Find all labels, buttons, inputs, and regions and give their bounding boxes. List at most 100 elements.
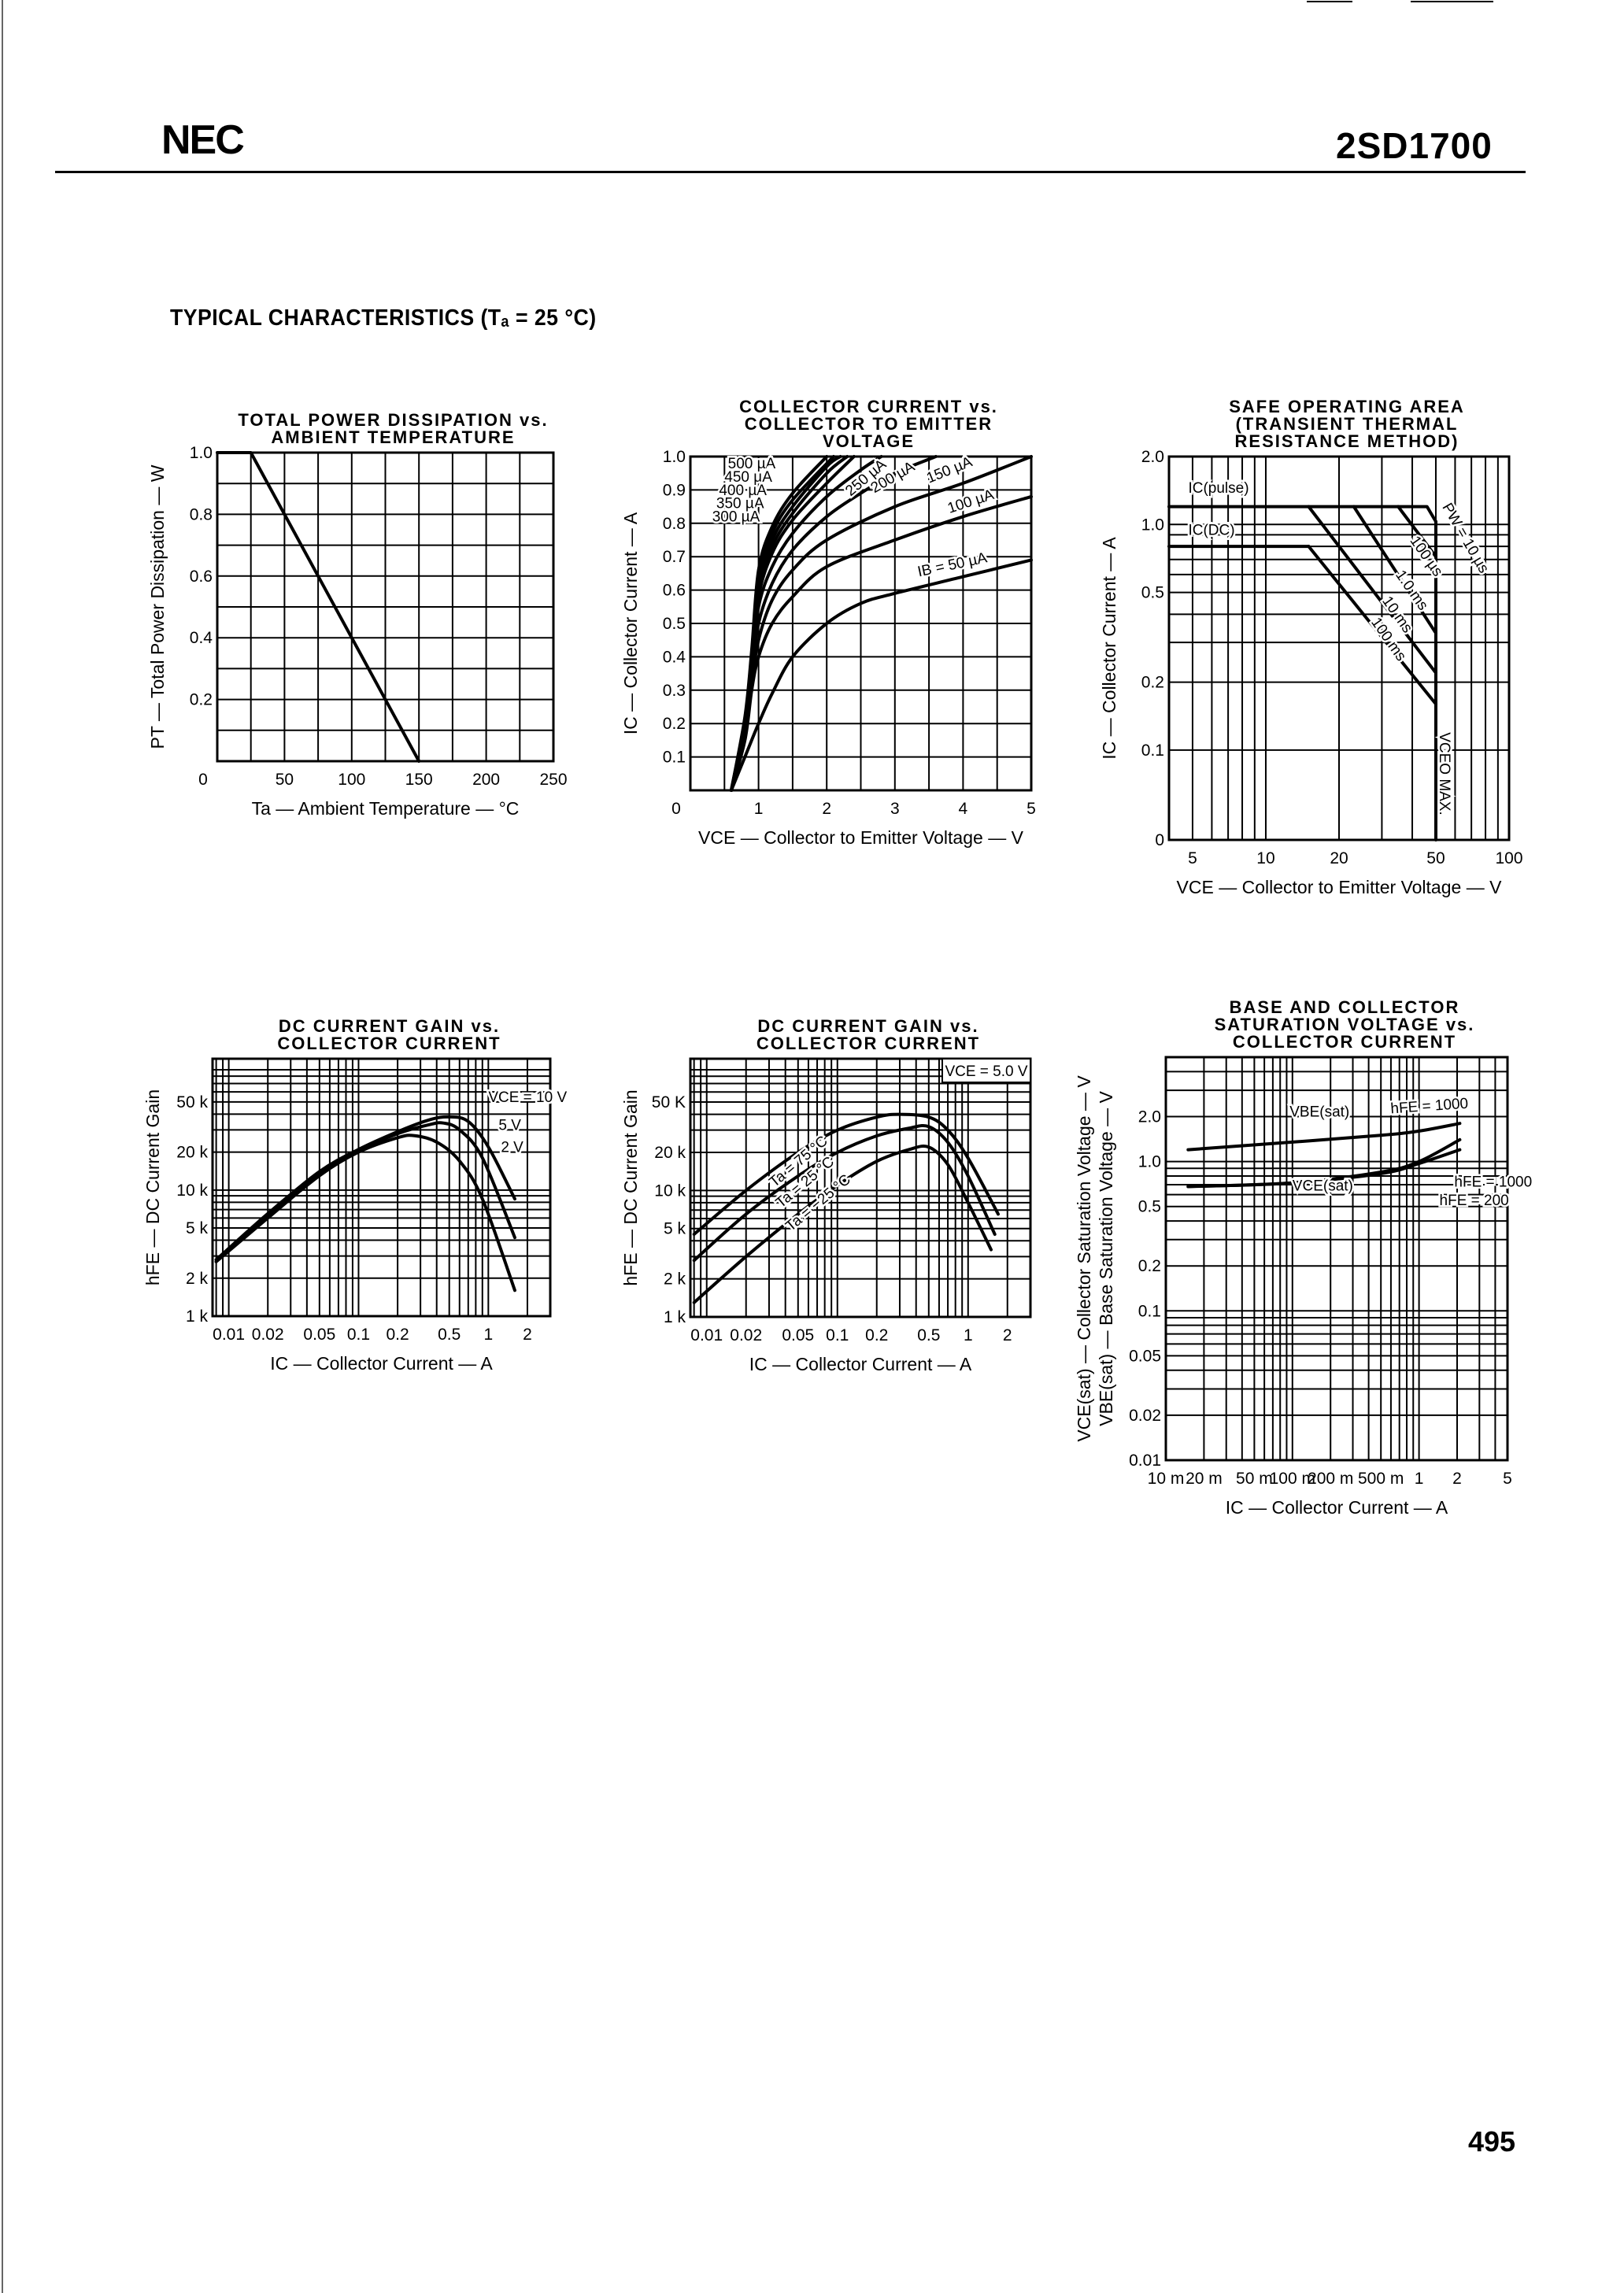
svg-text:VBE(sat): VBE(sat) (1289, 1104, 1349, 1120)
part-number: 2SD1700 (1336, 125, 1493, 166)
svg-text:2.0: 2.0 (1138, 1108, 1161, 1126)
series: VCE = 10 V5 V2 V (214, 1115, 516, 1293)
svg-text:TOTAL POWER DISSIPATION vs.: TOTAL POWER DISSIPATION vs. (238, 410, 548, 430)
svg-text:2 k: 2 k (664, 1270, 686, 1289)
svg-text:IC(pulse): IC(pulse) (1188, 480, 1249, 497)
top-edge-rule (1307, 1, 1352, 2)
svg-text:500 m: 500 m (1358, 1470, 1404, 1488)
chart-title: TOTAL POWER DISSIPATION vs.AMBIENT TEMPE… (238, 410, 548, 447)
y-axis-label: hFE — DC Current Gain (620, 1089, 641, 1285)
chart-title: SAFE OPERATING AREA(TRANSIENT THERMALRES… (1229, 397, 1465, 451)
x-tick-labels: 0 1 2 3 4 5 (671, 800, 1036, 818)
svg-text:0.05: 0.05 (1129, 1347, 1161, 1365)
svg-text:0.5: 0.5 (663, 615, 686, 633)
page-number: 495 (1468, 2125, 1516, 2158)
svg-text:0.2: 0.2 (386, 1326, 409, 1344)
chart-title: DC CURRENT GAIN vs.COLLECTOR CURRENT (277, 1016, 500, 1053)
series-line: 500 µA (730, 455, 829, 792)
series-line: 5 V (214, 1121, 516, 1262)
svg-text:0.2: 0.2 (1138, 1257, 1161, 1275)
grid (217, 453, 553, 761)
svg-text:hFE = 1000: hFE = 1000 (1454, 1174, 1532, 1190)
svg-text:50: 50 (276, 771, 294, 789)
svg-text:0.1: 0.1 (663, 749, 686, 767)
grid (690, 1059, 1030, 1317)
svg-text:SAFE OPERATING AREA: SAFE OPERATING AREA (1229, 397, 1465, 416)
svg-text:0.2: 0.2 (865, 1326, 888, 1344)
plot-frame (689, 1057, 1032, 1318)
svg-text:3: 3 (890, 800, 900, 818)
svg-text:10 k: 10 k (176, 1182, 208, 1200)
svg-text:5 k: 5 k (186, 1219, 209, 1237)
series-line: 1.0 ms (1352, 505, 1437, 635)
svg-text:0: 0 (1155, 831, 1164, 849)
svg-text:5 V: 5 V (498, 1117, 521, 1134)
svg-text:0.5: 0.5 (917, 1326, 940, 1344)
chart-hfe-vs-ic-vce: DC CURRENT GAIN vs.COLLECTOR CURRENT 0.01… (142, 1016, 569, 1374)
svg-text:200: 200 (472, 771, 500, 789)
series-line: 100 ms (1307, 545, 1437, 706)
top-edge-rule (1411, 1, 1493, 2)
annotations: VCE = 10 V 5 V 2 V (486, 1087, 569, 1158)
svg-text:1.0: 1.0 (190, 444, 213, 462)
series-line: PT (216, 451, 421, 763)
svg-text:1: 1 (1415, 1470, 1424, 1488)
chart-title: DC CURRENT GAIN vs.COLLECTOR CURRENT (757, 1016, 978, 1053)
svg-text:hFE = 200: hFE = 200 (1440, 1193, 1509, 1209)
condition-box (941, 1058, 1031, 1083)
svg-text:0.1: 0.1 (826, 1326, 849, 1344)
svg-text:IC(DC): IC(DC) (1188, 522, 1234, 538)
series: Ta = 75 °CTa = 25 °CTa = −25 °C (692, 1112, 1000, 1304)
svg-text:0.05: 0.05 (782, 1326, 814, 1344)
plot-frame (216, 451, 555, 763)
x-axis-label: IC — Collector Current — A (270, 1353, 493, 1374)
svg-text:2 V: 2 V (501, 1140, 523, 1156)
svg-text:VCE = 5.0 V: VCE = 5.0 V (945, 1063, 1027, 1080)
svg-text:SATURATION VOLTAGE vs.: SATURATION VOLTAGE vs. (1215, 1015, 1475, 1034)
svg-text:0.02: 0.02 (252, 1326, 284, 1344)
svg-text:20 k: 20 k (176, 1144, 208, 1162)
svg-text:100 m: 100 m (1270, 1470, 1315, 1488)
svg-text:20: 20 (1330, 849, 1348, 867)
svg-text:0.8: 0.8 (190, 505, 213, 523)
svg-text:0.5: 0.5 (438, 1326, 461, 1344)
svg-text:AMBIENT TEMPERATURE: AMBIENT TEMPERATURE (271, 427, 515, 447)
svg-text:0.5: 0.5 (1138, 1198, 1161, 1216)
svg-text:DC CURRENT GAIN vs.: DC CURRENT GAIN vs. (757, 1016, 978, 1036)
x-tick-labels: 0 50 100 150 200 250 (198, 771, 567, 789)
x-tick-labels: 5 10 20 50 100 (1188, 849, 1522, 867)
svg-text:10 m: 10 m (1148, 1470, 1185, 1488)
x-axis-label: VCE — Collector to Emitter Voltage — V (698, 827, 1024, 848)
plot-frame (689, 455, 1033, 792)
svg-text:100: 100 (1495, 849, 1522, 867)
svg-text:500 µA: 500 µA (728, 456, 776, 472)
svg-text:2: 2 (1452, 1470, 1462, 1488)
svg-text:1 k: 1 k (664, 1308, 686, 1326)
svg-text:DC CURRENT GAIN vs.: DC CURRENT GAIN vs. (279, 1016, 500, 1036)
svg-text:0.4: 0.4 (663, 648, 686, 666)
svg-text:50 k: 50 k (176, 1093, 208, 1111)
svg-text:0.1: 0.1 (347, 1326, 370, 1344)
svg-text:350 µA: 350 µA (716, 496, 764, 512)
svg-text:150: 150 (405, 771, 433, 789)
brand-logo: NEC (161, 117, 245, 163)
series-line: 10 ms (1307, 505, 1437, 675)
svg-text:VCE = 10 V: VCE = 10 V (488, 1089, 567, 1106)
svg-text:450 µA: 450 µA (724, 469, 772, 486)
svg-text:0.01: 0.01 (213, 1326, 245, 1344)
plot-frame (1164, 1056, 1509, 1462)
svg-text:COLLECTOR TO EMITTER: COLLECTOR TO EMITTER (745, 414, 993, 434)
chart-title: COLLECTOR CURRENT vs.COLLECTOR TO EMITTE… (739, 397, 997, 451)
svg-text:2: 2 (1003, 1326, 1012, 1344)
svg-text:1: 1 (754, 800, 764, 818)
svg-text:50 m: 50 m (1236, 1470, 1273, 1488)
svg-text:200 m: 200 m (1308, 1470, 1353, 1488)
svg-text:0.01: 0.01 (1129, 1452, 1161, 1470)
svg-text:20 k: 20 k (654, 1144, 686, 1162)
